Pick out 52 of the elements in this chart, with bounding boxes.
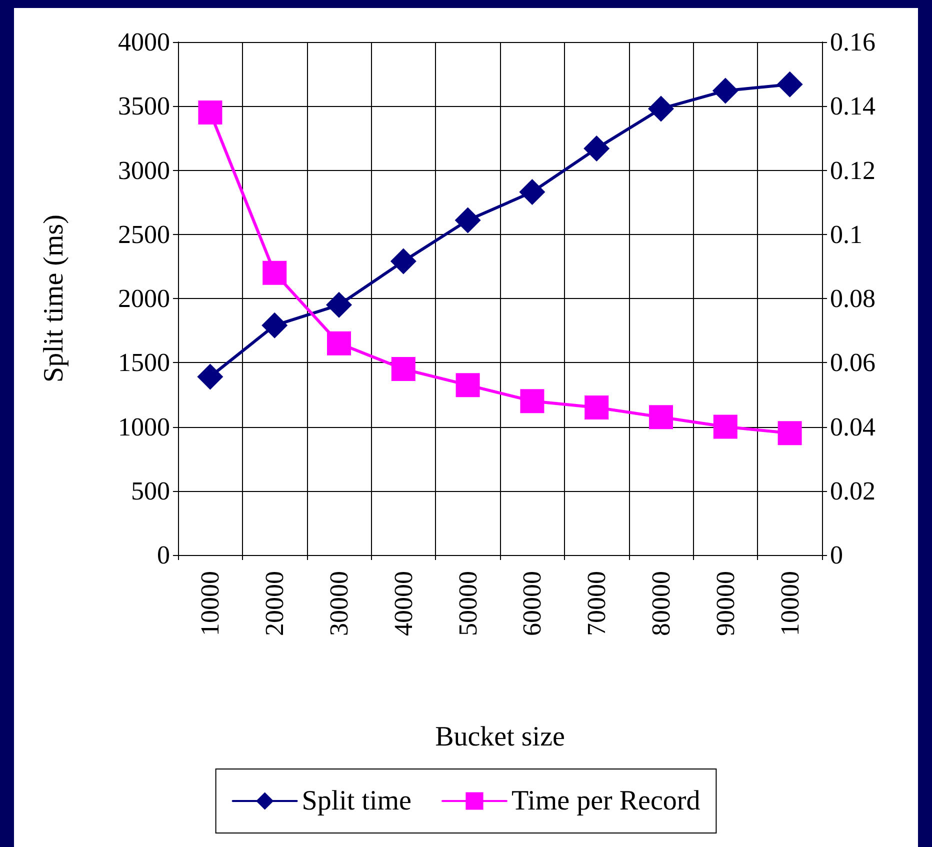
- x-tick-label: 90000: [710, 571, 740, 636]
- y-axis-title: Split time (ms): [38, 214, 70, 382]
- point: [584, 396, 609, 420]
- point: [327, 331, 351, 356]
- point: [584, 135, 610, 162]
- y2-tick-label: 0.06: [830, 348, 876, 378]
- y-tick-label: 3000: [118, 156, 170, 185]
- point: [390, 248, 416, 274]
- x-axis-title: Bucket size: [435, 722, 565, 752]
- y2-tick-label: 0.12: [830, 156, 876, 185]
- y2-tick-label: 0.02: [830, 476, 876, 506]
- y-tick-label: 0: [157, 540, 170, 570]
- x-tick-label: 20000: [260, 571, 290, 636]
- y2-tick-label: 0.16: [830, 28, 876, 56]
- point: [197, 364, 224, 390]
- x-tick-label: 60000: [518, 571, 547, 636]
- x-tick-label: 80000: [646, 571, 676, 636]
- point: [198, 100, 222, 125]
- point: [648, 96, 674, 122]
- x-tick-label: 30000: [324, 571, 354, 636]
- y2-tick-label: 0.04: [830, 412, 876, 442]
- point: [713, 414, 738, 439]
- point: [326, 292, 352, 318]
- point: [262, 312, 288, 338]
- y-tick-label: 2500: [118, 220, 170, 249]
- point: [519, 179, 546, 206]
- y2-tick-label: 0.08: [830, 284, 876, 313]
- point: [776, 71, 803, 98]
- point: [649, 405, 673, 430]
- y-tick-label: 1500: [118, 348, 170, 378]
- x-tick-label: 50000: [453, 571, 482, 636]
- point: [454, 207, 481, 234]
- y-tick-label: 500: [131, 476, 170, 506]
- point: [520, 389, 544, 414]
- y-tick-label: 3500: [118, 92, 170, 121]
- point: [456, 373, 480, 398]
- x-tick-label: 10000: [196, 571, 225, 636]
- y-tick-label: 2000: [118, 284, 170, 313]
- point: [391, 357, 416, 382]
- legend-label: Split time: [302, 786, 412, 816]
- y2-tick-label: 0: [830, 540, 843, 570]
- point: [262, 260, 287, 285]
- legend-label: Time per Record: [511, 786, 700, 816]
- x-tick-label: 10000: [775, 571, 804, 636]
- x-tick-label: 40000: [388, 571, 418, 636]
- y-tick-label: 1000: [118, 412, 170, 442]
- y2-tick-label: 0.1: [830, 220, 862, 249]
- y2-tick-label: 0.14: [830, 92, 876, 121]
- x-tick-label: 70000: [582, 571, 612, 636]
- y-tick-label: 4000: [118, 28, 170, 56]
- point: [778, 421, 802, 446]
- point: [712, 78, 738, 104]
